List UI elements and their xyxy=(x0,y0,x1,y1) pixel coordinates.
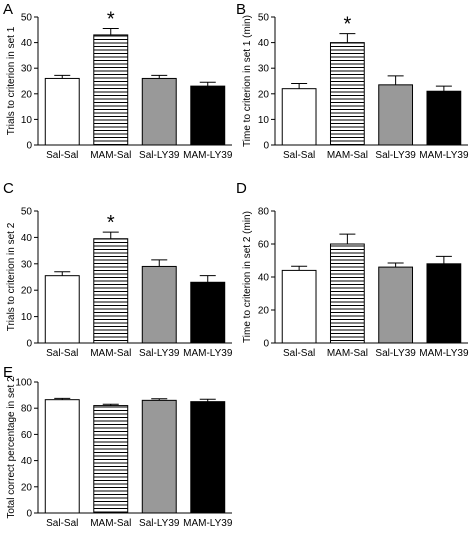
y-tick-label: 40 xyxy=(21,233,33,244)
y-tick-label: 10 xyxy=(21,115,33,126)
x-tick-label: Sal-Sal xyxy=(46,150,78,161)
y-tick-label: 0 xyxy=(263,141,269,152)
bar-mam-ly39 xyxy=(190,281,226,344)
y-axis-label: Time to criterion in set 2 (min) xyxy=(242,211,253,343)
bar-mam-ly39 xyxy=(190,85,226,146)
x-tick-label: Sal-LY39 xyxy=(139,348,180,359)
bar-mam-sal xyxy=(93,238,129,344)
panel-letter: C xyxy=(3,180,14,197)
y-axis-label: Time to criterion in set 1 (min) xyxy=(242,15,253,147)
bar-mam-sal xyxy=(93,34,129,146)
y-tick-label: 30 xyxy=(21,64,33,75)
panel-letter: E xyxy=(3,364,13,381)
bar-sal-sal xyxy=(281,88,317,146)
y-axis-label: Trials to criterion in set 2 xyxy=(6,222,17,331)
y-tick-label: 60 xyxy=(258,240,270,251)
y-tick-label: 10 xyxy=(258,115,270,126)
x-tick-label: MAM-Sal xyxy=(90,518,131,529)
panel-c: C 0 10 20 30 40 50 Trials to criterion in set 2… xyxy=(3,180,233,359)
significance-marker: * xyxy=(107,9,115,31)
x-tick-label: Sal-LY39 xyxy=(375,348,416,359)
panel-a: A 0 10 20 30 40 50 Trials to criterion in set 1… xyxy=(3,1,233,161)
x-tick-label: MAM-Sal xyxy=(327,150,368,161)
bar-mam-sal xyxy=(329,243,365,344)
y-tick-label: 0 xyxy=(26,141,32,152)
bar-sal-sal xyxy=(44,275,80,344)
panel-d: D 0 20 40 60 80 Time to criterion in set 2 (mi… xyxy=(236,180,469,359)
bar-sal-sal xyxy=(44,77,80,146)
x-tick-label: MAM-LY39 xyxy=(419,150,469,161)
y-tick-label: 20 xyxy=(21,89,33,100)
y-tick-label: 0 xyxy=(263,339,269,350)
y-tick-label: 40 xyxy=(21,456,33,467)
y-tick-label: 40 xyxy=(258,38,270,49)
x-tick-label: MAM-Sal xyxy=(90,348,131,359)
y-tick-label: 100 xyxy=(15,378,32,389)
x-tick-label: Sal-Sal xyxy=(46,518,78,529)
x-tick-label: Sal-LY39 xyxy=(139,518,180,529)
panel-letter: D xyxy=(236,180,247,197)
y-tick-label: 20 xyxy=(21,482,33,493)
x-tick-label: MAM-LY39 xyxy=(419,348,469,359)
x-tick-label: Sal-Sal xyxy=(283,348,315,359)
x-tick-label: Sal-Sal xyxy=(46,348,78,359)
x-tick-label: Sal-LY39 xyxy=(375,150,416,161)
y-axis-label: Trials to criterion in set 1 xyxy=(6,26,17,135)
bar-sal-ly39 xyxy=(141,399,177,514)
bar-mam-ly39 xyxy=(190,401,226,514)
bar-sal-ly39 xyxy=(378,84,414,146)
x-tick-label: Sal-LY39 xyxy=(139,150,180,161)
bar-mam-ly39 xyxy=(426,263,462,344)
y-tick-label: 40 xyxy=(258,273,270,284)
panel-letter: B xyxy=(236,1,246,18)
x-tick-label: MAM-Sal xyxy=(90,150,131,161)
panel-b: B 0 10 20 30 40 50 Time to criterion in set 1 (… xyxy=(236,1,469,161)
bar-sal-ly39 xyxy=(378,266,414,344)
y-tick-label: 80 xyxy=(258,207,270,218)
y-tick-label: 0 xyxy=(26,509,32,520)
x-tick-label: MAM-LY39 xyxy=(183,518,233,529)
x-tick-label: MAM-LY39 xyxy=(183,348,233,359)
y-tick-label: 50 xyxy=(258,13,270,24)
y-tick-label: 60 xyxy=(21,430,33,441)
y-tick-label: 20 xyxy=(21,286,33,297)
bar-sal-ly39 xyxy=(141,265,177,344)
bar-mam-ly39 xyxy=(426,90,462,146)
y-tick-label: 20 xyxy=(258,89,270,100)
x-tick-label: Sal-Sal xyxy=(283,150,315,161)
y-tick-label: 80 xyxy=(21,404,33,415)
bar-sal-sal xyxy=(44,399,80,514)
x-tick-label: MAM-LY39 xyxy=(183,150,233,161)
panel-letter: A xyxy=(3,1,13,18)
y-tick-label: 30 xyxy=(258,64,270,75)
y-axis-label: Total correct percentage in set 2 xyxy=(6,376,17,519)
y-tick-label: 40 xyxy=(21,38,33,49)
y-tick-label: 50 xyxy=(21,207,33,218)
y-tick-label: 50 xyxy=(21,13,33,24)
significance-marker: * xyxy=(107,212,115,234)
bar-mam-sal xyxy=(93,405,129,514)
bar-sal-ly39 xyxy=(141,77,177,146)
y-tick-label: 10 xyxy=(21,312,33,323)
bar-mam-sal xyxy=(329,42,365,146)
significance-marker: * xyxy=(343,14,351,36)
y-tick-label: 20 xyxy=(258,306,270,317)
bar-sal-sal xyxy=(281,269,317,344)
y-tick-label: 30 xyxy=(21,259,33,270)
y-tick-label: 0 xyxy=(26,339,32,350)
x-tick-label: MAM-Sal xyxy=(327,348,368,359)
